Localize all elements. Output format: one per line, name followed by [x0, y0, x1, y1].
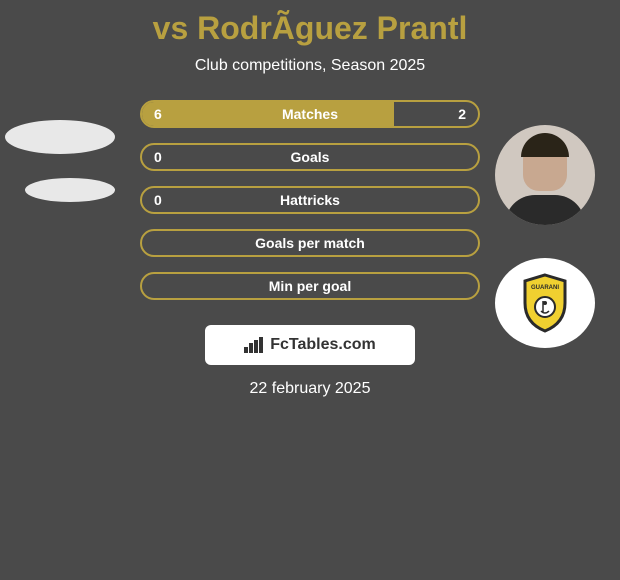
- stat-label: Min per goal: [269, 278, 351, 294]
- chart-icon: [244, 337, 264, 353]
- stat-value-left: 6: [154, 106, 162, 122]
- branding-text: FcTables.com: [270, 336, 376, 354]
- stat-value-right: 2: [458, 106, 466, 122]
- stat-row-hattricks: 0 Hattricks: [140, 186, 480, 214]
- stat-row-goals: 0 Goals: [140, 143, 480, 171]
- stat-row-matches: 6 Matches 2: [140, 100, 480, 128]
- stat-label: Goals per match: [255, 235, 365, 251]
- date-text: 22 february 2025: [0, 380, 620, 398]
- stat-label: Hattricks: [280, 192, 340, 208]
- stat-label: Goals: [291, 149, 330, 165]
- stat-row-goals-per-match: Goals per match: [140, 229, 480, 257]
- guarani-shield-icon: GUARANI: [521, 273, 569, 333]
- stat-label: Matches: [282, 106, 338, 122]
- team-left-logo-placeholder: [25, 178, 115, 202]
- stat-value-left: 0: [154, 149, 162, 165]
- svg-text:GUARANI: GUARANI: [531, 285, 559, 291]
- player-right-avatar: [495, 125, 595, 225]
- subtitle: Club competitions, Season 2025: [0, 57, 620, 75]
- stat-value-left: 0: [154, 192, 162, 208]
- player-left-avatar-placeholder: [5, 120, 115, 154]
- team-right-logo: GUARANI: [495, 258, 595, 348]
- comparison-title: vs RodrÃguez Prantl: [0, 10, 620, 47]
- branding-badge: FcTables.com: [205, 325, 415, 365]
- stat-row-min-per-goal: Min per goal: [140, 272, 480, 300]
